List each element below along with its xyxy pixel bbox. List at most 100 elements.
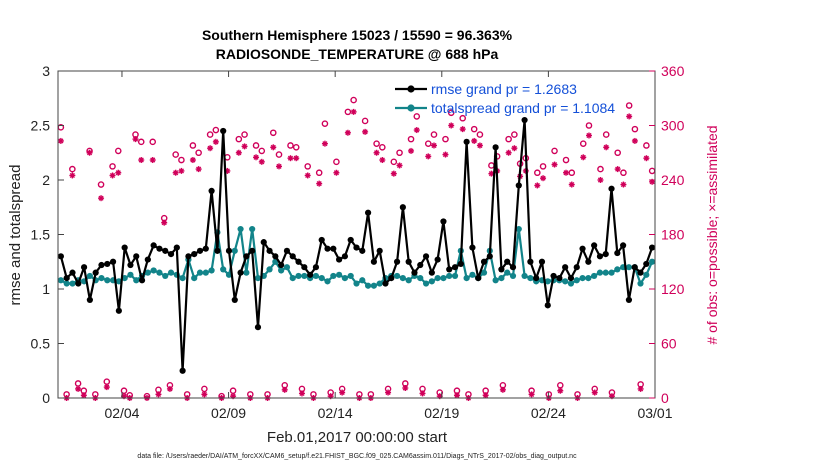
assimilated-obs-point [339, 389, 346, 396]
rmse-point [596, 253, 604, 260]
assimilated-obs-point [132, 136, 139, 143]
possible-obs-point [275, 151, 283, 158]
possible-obs-point [579, 140, 587, 147]
assimilated-obs-point [482, 392, 489, 399]
rmse-point [138, 277, 146, 284]
possible-obs-point [103, 378, 111, 385]
totalspread-point [359, 277, 366, 284]
x-tick-label: 02/04 [104, 405, 139, 421]
totalspread-point [243, 269, 250, 276]
legend-rmse-marker [407, 85, 415, 93]
totalspread-point [330, 272, 337, 280]
assimilated-obs-point [86, 149, 93, 156]
rmse-point [637, 269, 644, 276]
totalspread-point [336, 271, 343, 278]
possible-obs-point [562, 156, 570, 164]
assimilated-obs-point [643, 155, 650, 162]
rmse-point [591, 242, 598, 249]
possible-obs-point [585, 122, 593, 129]
totalspread-point [393, 272, 401, 280]
rmse-point [254, 324, 262, 331]
possible-obs-point [114, 147, 122, 155]
possible-obs-point [212, 126, 220, 134]
assimilated-obs-point [385, 389, 392, 396]
assimilated-obs-point [408, 147, 415, 154]
rmse-point [80, 264, 88, 271]
rmse-point [608, 185, 615, 192]
possible-obs-point [304, 163, 312, 170]
rmse-point [533, 275, 540, 282]
totalspread-point [63, 280, 70, 287]
totalspread-point [492, 277, 499, 284]
assimilated-obs-point [258, 158, 265, 165]
possible-obs-point [413, 113, 421, 120]
assimilated-obs-point [476, 142, 483, 149]
rmse-point [492, 144, 499, 151]
assimilated-obs-point [580, 154, 587, 161]
totalspread-point [266, 266, 273, 273]
assimilated-obs-point [287, 155, 294, 162]
assimilated-obs-point [631, 137, 638, 144]
rmse-point [382, 280, 389, 287]
rmse-point [75, 280, 82, 287]
totalspread-point [69, 280, 76, 287]
possible-obs-point [390, 158, 398, 166]
rmse-point [451, 264, 459, 271]
totalspread-point [150, 267, 157, 274]
totalspread-point [596, 269, 604, 276]
assimilated-obs-point [591, 389, 598, 396]
assimilated-obs-point [178, 167, 185, 174]
totalspread-point [515, 225, 522, 233]
assimilated-obs-point [614, 166, 621, 173]
totalspread-point [167, 269, 175, 276]
rmse-point [353, 244, 360, 251]
possible-obs-point [235, 135, 243, 143]
possible-obs-point [361, 117, 369, 125]
assimilated-obs-point [597, 177, 604, 183]
rmse-point [509, 264, 517, 271]
rmse-point [127, 261, 134, 269]
rmse-point [475, 275, 482, 282]
possible-obs-point [97, 181, 105, 188]
totalspread-point [370, 282, 377, 289]
rmse-point [422, 253, 430, 260]
totalspread-point [57, 277, 64, 284]
rmse-point [167, 251, 175, 258]
totalspread-point [144, 269, 151, 276]
rmse-point [364, 209, 372, 216]
possible-obs-point [189, 142, 197, 149]
totalspread-point [341, 275, 349, 282]
totalspread-point [591, 272, 598, 280]
assimilated-obs-point [166, 385, 173, 392]
totalspread-point [312, 272, 320, 280]
rmse-point [57, 253, 64, 260]
rmse-point [312, 264, 320, 271]
rmse-point [237, 269, 244, 276]
rmse-point [341, 253, 349, 260]
totalspread-point [318, 275, 325, 282]
y-right-tick-label: 60 [661, 336, 677, 352]
rmse-point [243, 253, 250, 260]
assimilated-obs-point [568, 181, 575, 188]
possible-obs-point [643, 142, 650, 149]
rmse-point [620, 242, 627, 249]
rmse-point [231, 296, 238, 303]
rmse-point [289, 253, 296, 260]
assimilated-obs-point [304, 172, 311, 179]
assimilated-obs-point [241, 143, 248, 150]
possible-obs-point [424, 140, 432, 147]
assimilated-obs-point [637, 385, 644, 392]
assimilated-obs-point [505, 149, 512, 156]
totalspread-point [446, 272, 453, 280]
totalspread-point [625, 264, 633, 271]
totalspread-point [509, 272, 517, 280]
possible-obs-point [602, 131, 610, 138]
totalspread-point [614, 266, 621, 273]
possible-obs-point [505, 135, 512, 143]
rmse-point [156, 245, 163, 252]
rmse-point [614, 249, 621, 257]
rmse-point [498, 266, 505, 273]
rmse-point [550, 272, 557, 280]
assimilated-obs-point [373, 149, 380, 156]
assimilated-obs-point [453, 392, 460, 399]
